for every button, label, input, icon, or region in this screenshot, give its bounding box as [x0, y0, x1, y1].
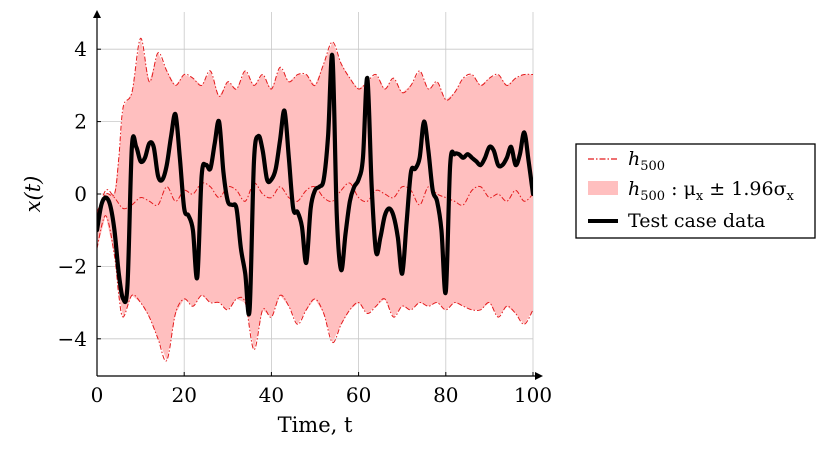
data-layer: [97, 52, 533, 317]
x-tick-label: 0: [91, 383, 104, 407]
legend-band-label: h500 : μx ± 1.96σx: [628, 178, 795, 204]
y-axis-label: x(t): [21, 176, 45, 213]
legend: h500 h500 : μx ± 1.96σx Test case data: [575, 143, 816, 239]
legend-band-swatch: [588, 181, 618, 195]
legend-mean-label: h500: [628, 148, 665, 174]
mean-layer: [97, 182, 533, 216]
y-tick-label: −4: [58, 327, 87, 351]
y-tick-label: 2: [74, 110, 87, 134]
x-tick-label: 60: [346, 383, 371, 407]
y-axis-arrow: [93, 10, 101, 18]
band-upper-line: [97, 37, 533, 213]
x-tick-label: 40: [259, 383, 284, 407]
x-axis-arrow: [535, 372, 543, 380]
y-tick-label: −2: [58, 254, 87, 278]
axes: [93, 10, 543, 380]
x-tick-label: 100: [514, 383, 552, 407]
test-case-line: [97, 52, 533, 317]
x-tick-label: 80: [433, 383, 458, 407]
x-axis-label: Time, t: [278, 413, 353, 437]
legend-data-label: Test case data: [628, 210, 765, 232]
y-tick-label: 4: [74, 37, 87, 61]
mean-line: [97, 182, 533, 216]
ticks: 0 20 40 60 80 100 −4 −2 0 2 4: [58, 37, 553, 407]
band-layer: [97, 37, 533, 362]
x-tick-label: 20: [171, 383, 196, 407]
y-tick-label: 0: [74, 182, 87, 206]
band-area: [97, 38, 533, 361]
